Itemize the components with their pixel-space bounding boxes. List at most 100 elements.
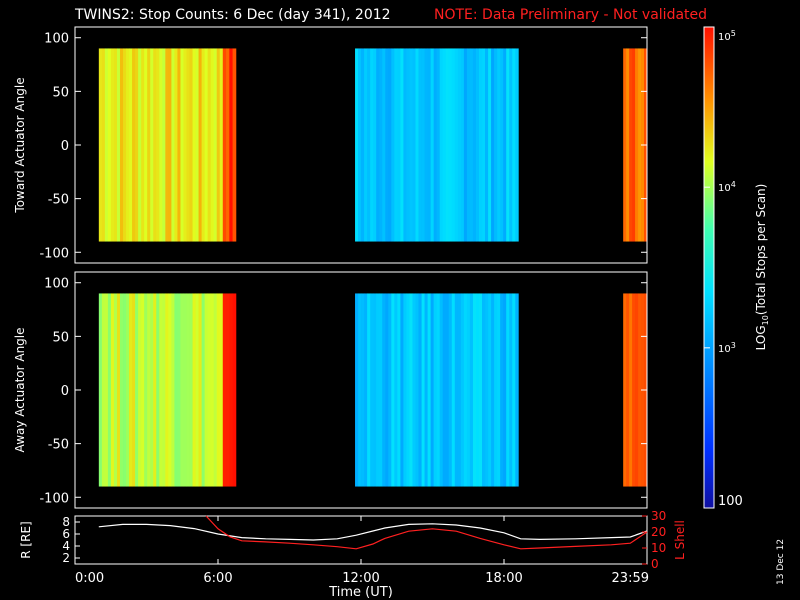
heatmap-column bbox=[479, 48, 483, 242]
heatmap-column bbox=[138, 48, 142, 242]
heatmap-column bbox=[119, 293, 124, 487]
heatmap-column bbox=[129, 48, 133, 242]
heatmap-column bbox=[364, 48, 368, 242]
heatmap-column bbox=[361, 48, 365, 242]
lshell-tick-label: 30 bbox=[651, 509, 666, 523]
heatmap-column bbox=[403, 48, 407, 242]
heatmap-column bbox=[418, 293, 422, 487]
heatmap-column bbox=[147, 48, 151, 242]
heatmap-column bbox=[135, 48, 139, 242]
heatmap-column bbox=[138, 293, 142, 487]
toward-y-ticks: 100 50 0 -50 -100 bbox=[39, 32, 647, 261]
y-tick-label: 100 bbox=[44, 32, 69, 47]
heatmap-column bbox=[512, 293, 516, 487]
heatmap-column bbox=[475, 48, 480, 242]
heatmap-column bbox=[144, 48, 148, 242]
heatmap-column bbox=[174, 48, 178, 242]
heatmap-column bbox=[213, 293, 218, 487]
heatmap-column bbox=[162, 48, 166, 242]
heatmap-column bbox=[382, 48, 386, 242]
heatmap-column bbox=[180, 48, 184, 242]
heatmap-column bbox=[213, 48, 218, 242]
heatmap-column bbox=[638, 293, 642, 487]
heatmap-column bbox=[355, 48, 359, 242]
heatmap-column bbox=[116, 48, 121, 242]
heatmap-column bbox=[186, 48, 190, 242]
heatmap-column bbox=[229, 293, 233, 487]
y-tick-label: -50 bbox=[48, 193, 69, 208]
heatmap-column bbox=[506, 293, 510, 487]
preliminary-note: NOTE: Data Preliminary - Not validated bbox=[434, 7, 707, 23]
heatmap-column bbox=[226, 48, 230, 242]
heatmap-column bbox=[110, 48, 115, 242]
heatmap-column bbox=[457, 293, 462, 487]
heatmap-column bbox=[512, 48, 516, 242]
heatmap-column bbox=[107, 293, 112, 487]
heatmap-column bbox=[460, 48, 465, 242]
radius-axis-label: R [RE] bbox=[19, 521, 33, 558]
lshell-tick-label: 0 bbox=[651, 557, 659, 571]
heatmap-column bbox=[126, 48, 130, 242]
heatmap-column bbox=[201, 48, 206, 242]
heatmap-column bbox=[198, 293, 202, 487]
heatmap-column bbox=[159, 48, 163, 242]
colorbar: 103 104 105 100 LOG10(Total Stops per Scan… bbox=[703, 26, 770, 509]
heatmap-column bbox=[460, 293, 465, 487]
lshell-tick-label: 10 bbox=[651, 541, 666, 555]
heatmap-column bbox=[168, 293, 172, 487]
heatmap-column bbox=[463, 293, 468, 487]
heatmap-column bbox=[113, 293, 118, 487]
heatmap-column bbox=[174, 293, 178, 487]
heatmap-column bbox=[433, 48, 438, 242]
heatmap-column bbox=[497, 48, 501, 242]
heatmap-column bbox=[104, 293, 109, 487]
heatmap-column bbox=[635, 48, 639, 242]
heatmap-column bbox=[192, 293, 196, 487]
heatmap-column bbox=[469, 48, 474, 242]
heatmap-column bbox=[415, 293, 419, 487]
heatmap-column bbox=[195, 293, 199, 487]
heatmap-column bbox=[210, 293, 215, 487]
heatmap-column bbox=[370, 293, 374, 487]
heatmap-column bbox=[391, 48, 395, 242]
footer-date: 13 Dec 12 bbox=[776, 539, 786, 585]
toward-y-axis-label: Toward Actuator Angle bbox=[13, 77, 27, 213]
heatmap-column bbox=[367, 293, 371, 487]
heatmap-column bbox=[391, 293, 395, 487]
heatmap-column bbox=[165, 48, 169, 242]
heatmap-column bbox=[207, 293, 212, 487]
heatmap-column bbox=[153, 48, 157, 242]
y-tick-label: -50 bbox=[48, 438, 69, 453]
heatmap-column bbox=[126, 293, 130, 487]
heatmap-column bbox=[433, 293, 438, 487]
heatmap-column bbox=[482, 48, 486, 242]
y-tick-label: 50 bbox=[52, 85, 69, 100]
heatmap-column bbox=[364, 293, 368, 487]
heatmap-column bbox=[485, 48, 489, 242]
time-axis-label: Time (UT) bbox=[328, 585, 393, 600]
heatmap-column bbox=[442, 293, 447, 487]
radius-tick-label: 6 bbox=[62, 527, 70, 541]
heatmap-column bbox=[397, 48, 401, 242]
heatmap-column bbox=[494, 48, 498, 242]
heatmap-column bbox=[623, 293, 627, 487]
heatmap-column bbox=[177, 48, 181, 242]
heatmap-column bbox=[116, 293, 121, 487]
heatmap-column bbox=[373, 48, 377, 242]
y-tick-label: 50 bbox=[52, 330, 69, 345]
heatmap-column bbox=[129, 293, 133, 487]
heatmap-column bbox=[454, 48, 459, 242]
heatmap-column bbox=[626, 48, 630, 242]
heatmap-column bbox=[204, 293, 209, 487]
heatmap-column bbox=[183, 48, 187, 242]
heatmap-column bbox=[427, 293, 432, 487]
radius-line bbox=[98, 523, 648, 541]
heatmap-column bbox=[406, 293, 410, 487]
heatmap-column bbox=[150, 293, 154, 487]
heatmap-column bbox=[427, 48, 432, 242]
heatmap-column bbox=[397, 293, 401, 487]
heatmap-column bbox=[385, 48, 389, 242]
away-heatmap-cells bbox=[98, 293, 648, 487]
heatmap-column bbox=[222, 48, 227, 242]
heatmap-column bbox=[219, 48, 224, 242]
